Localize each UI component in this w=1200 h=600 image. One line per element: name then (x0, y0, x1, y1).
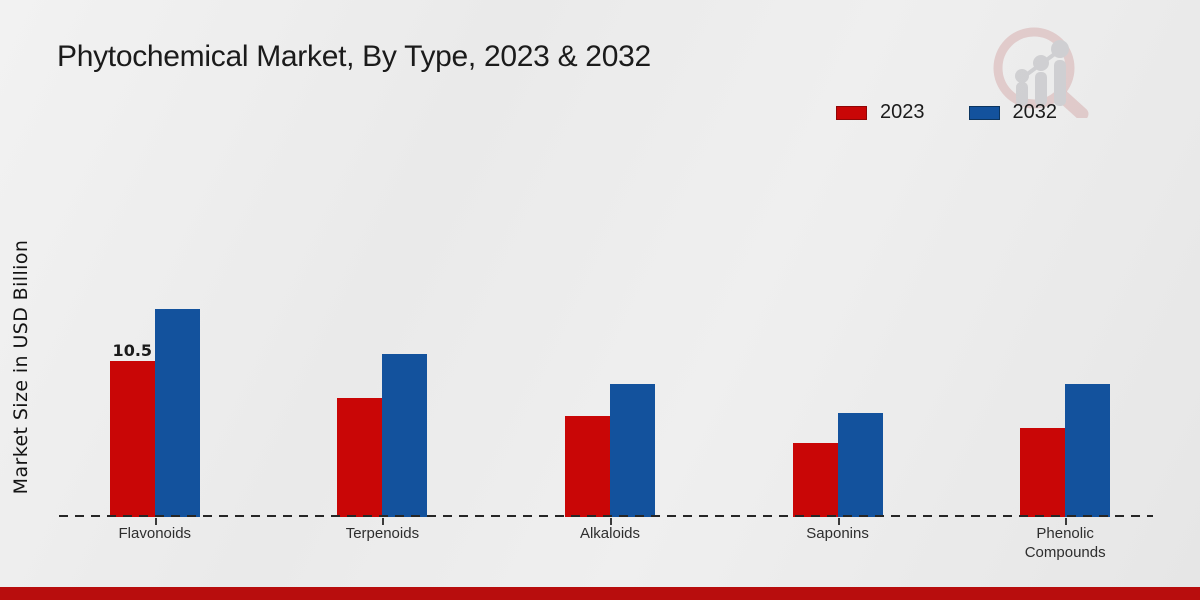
category-slot-terpenoids (269, 287, 497, 525)
axis-tick-phenolic-compounds (1065, 518, 1068, 525)
bar-2023-flavonoids: 10.5 (109, 341, 155, 517)
category-slot-phenolic-compounds (951, 287, 1179, 525)
legend-label-2023: 2023 (880, 101, 925, 123)
bar-group-terpenoids (337, 353, 428, 517)
bar-group-phenolic-compounds (1020, 383, 1111, 517)
legend-label-2032: 2032 (1012, 101, 1058, 123)
magnifier-bar-chart-logo-icon (986, 26, 1102, 121)
bar-2023-phenolic-compounds (1020, 428, 1066, 517)
bar-2032-flavonoids (154, 309, 200, 517)
bar-group-alkaloids (564, 383, 655, 517)
x-axis-baseline (59, 515, 1153, 517)
legend-swatch-2032 (968, 105, 1000, 120)
category-label-flavonoids: Flavonoids (118, 525, 192, 542)
bar-2023-saponins (792, 442, 838, 517)
axis-tick-saponins (837, 518, 840, 525)
bar-value-label-2023-flavonoids: 10.5 (112, 341, 153, 361)
legend-item-2023: 2023 (836, 101, 925, 124)
category-label-terpenoids: Terpenoids (345, 525, 420, 542)
bar-2032-terpenoids (382, 353, 428, 517)
y-axis-label: Market Size in USD Billion (10, 239, 32, 495)
category-label-phenolic-compounds: Phenolic Compounds (1024, 525, 1106, 561)
bar-2032-saponins (837, 413, 883, 517)
bar-group-flavonoids: 10.5 (109, 309, 200, 517)
category-slot-flavonoids: 10.5 (41, 287, 269, 525)
plot-area: 10.5 (41, 287, 1179, 525)
bar-group-saponins (792, 413, 883, 517)
axis-tick-flavonoids (154, 518, 157, 525)
footer-accent-bar (0, 587, 1200, 600)
bar-2023-alkaloids (564, 416, 610, 517)
legend: 2023 2032 (836, 101, 1057, 124)
category-label-alkaloids: Alkaloids (579, 525, 640, 542)
axis-tick-terpenoids (382, 518, 385, 525)
bar-2023-terpenoids (337, 398, 383, 517)
category-labels-row: Flavonoids Terpenoids Alkaloids Saponins Phe… (41, 525, 1179, 563)
bar-2032-phenolic-compounds (1065, 383, 1111, 517)
axis-tick-alkaloids (609, 518, 612, 525)
legend-item-2032: 2032 (968, 101, 1058, 124)
legend-swatch-2023 (836, 105, 867, 120)
category-label-saponins: Saponins (806, 525, 869, 542)
category-slot-alkaloids (496, 287, 724, 525)
category-slot-saponins (724, 287, 952, 525)
chart-title: Phytochemical Market, By Type, 2023 & 20… (57, 40, 651, 73)
bar-2032-alkaloids (609, 383, 655, 517)
